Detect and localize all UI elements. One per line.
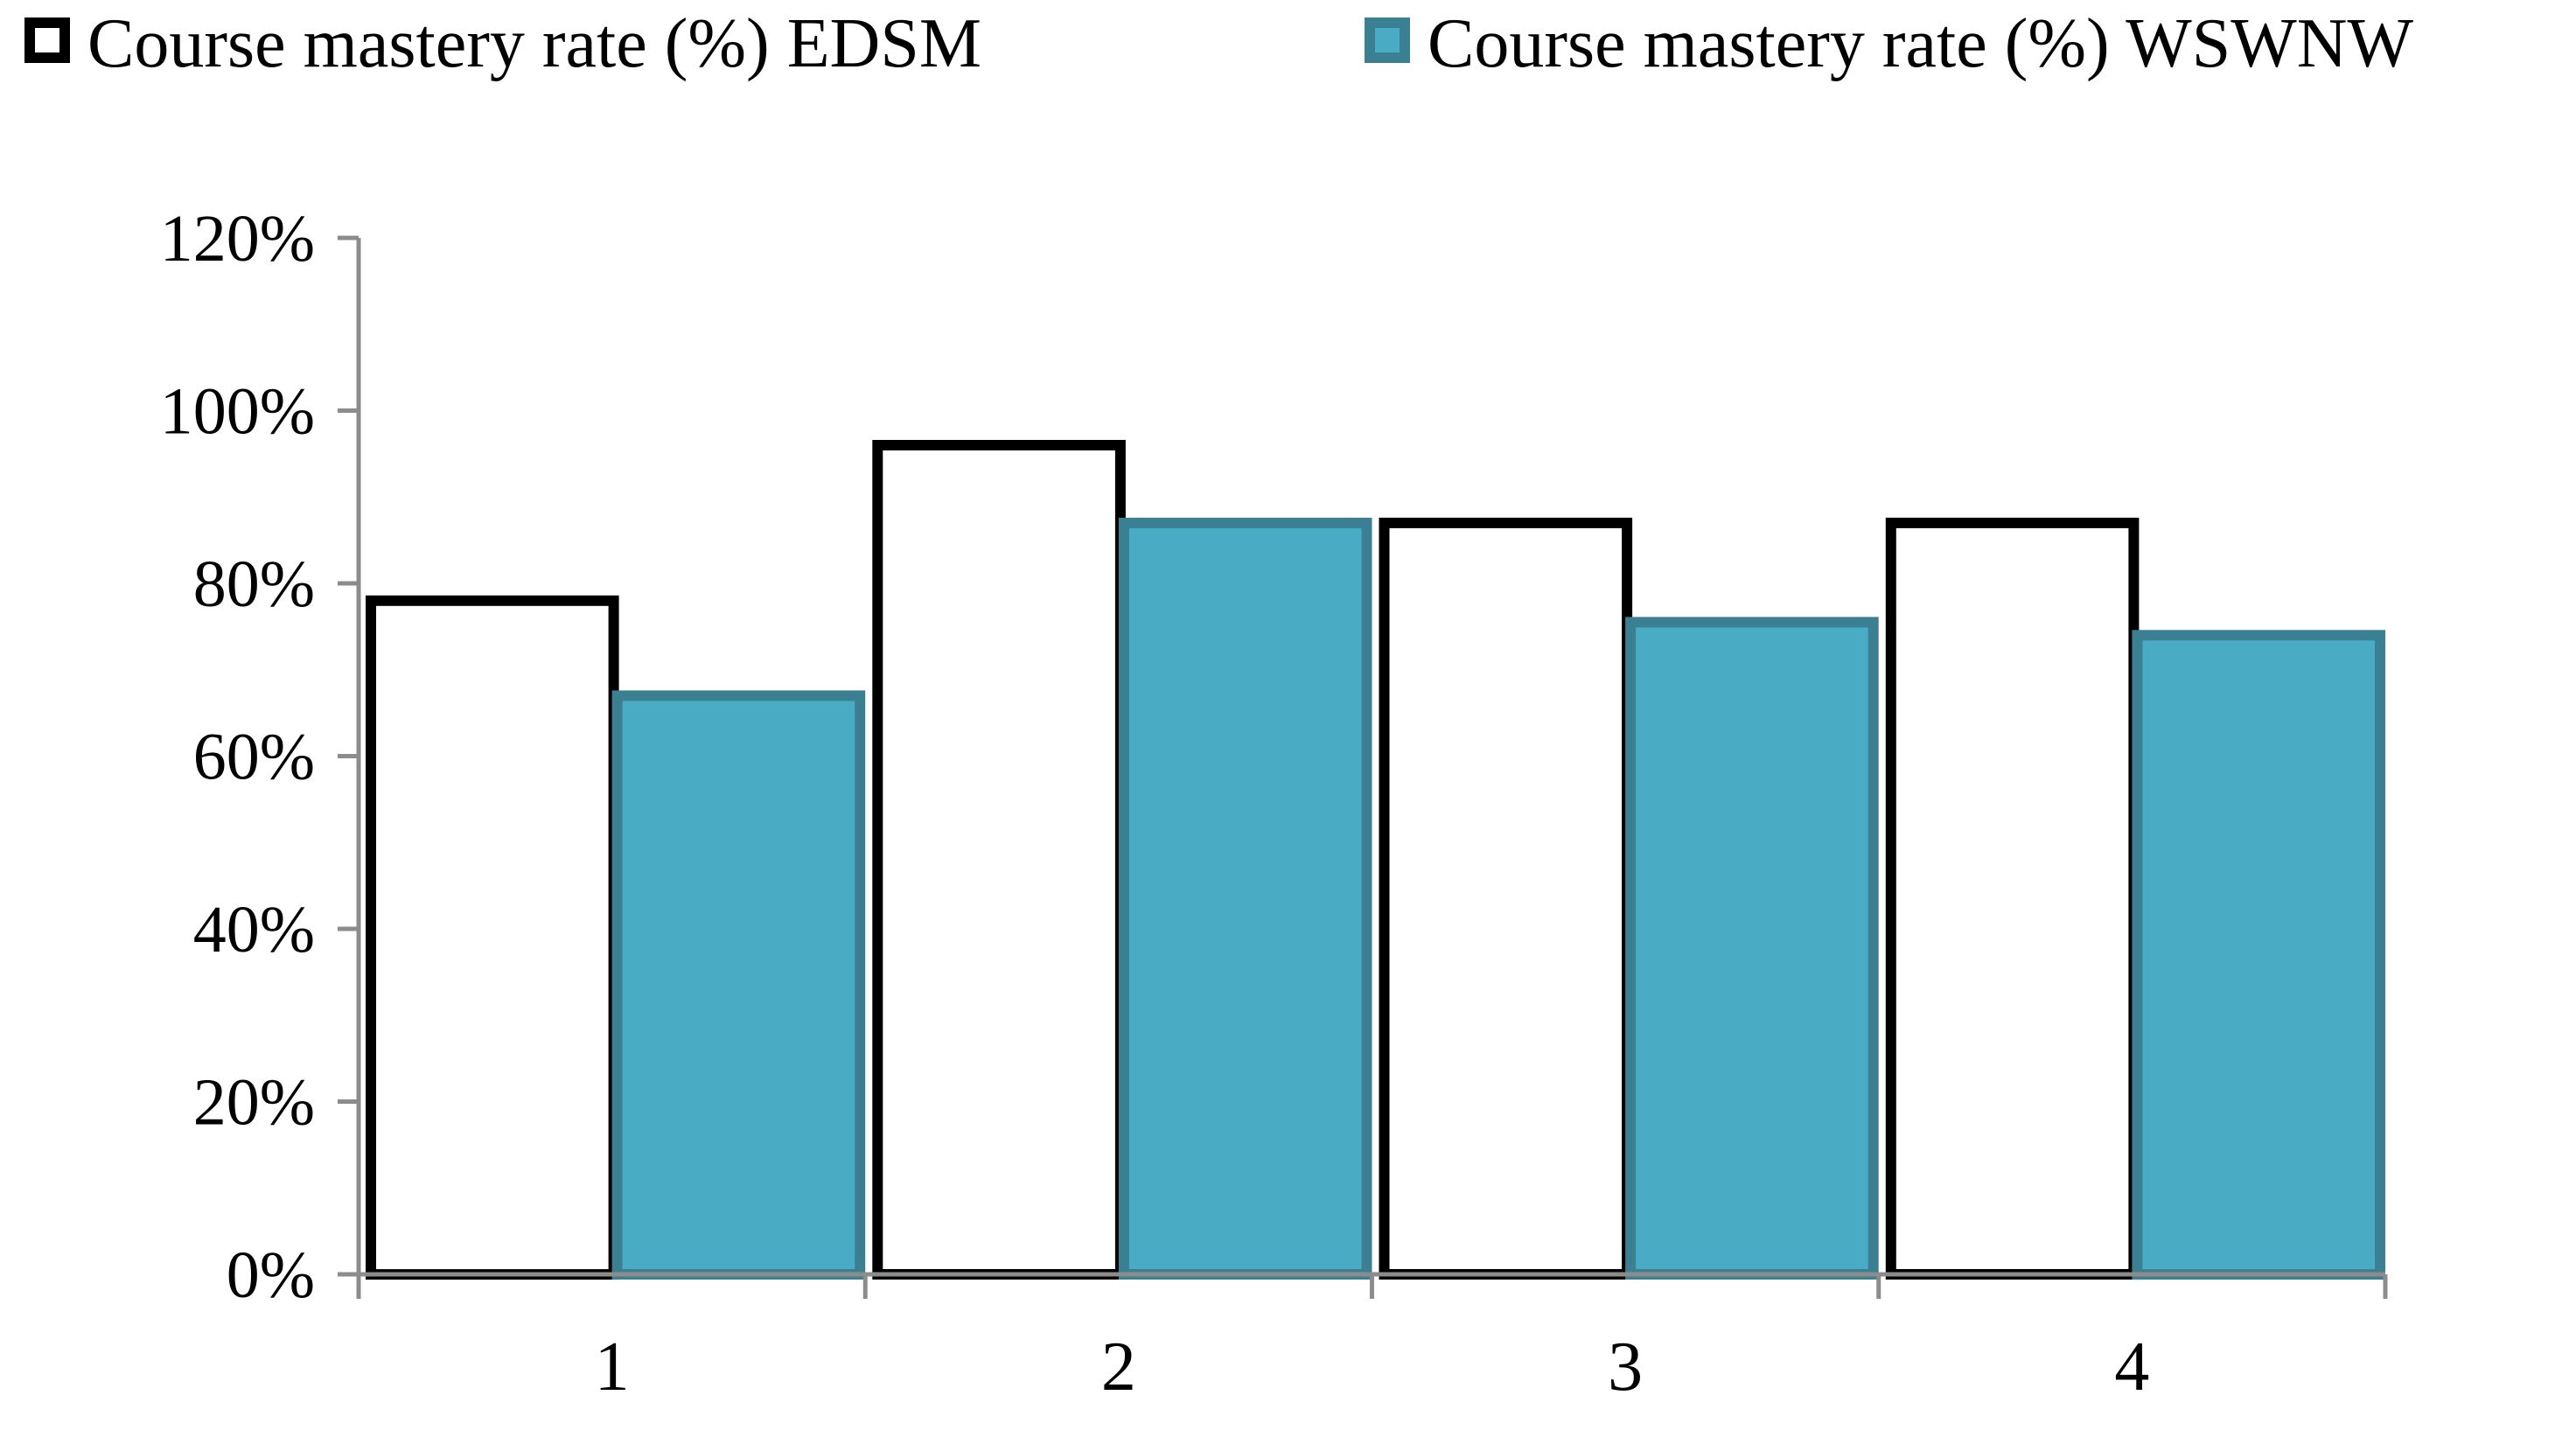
y-tick-label: 40%	[193, 893, 315, 966]
bar-wswnw-2	[1118, 517, 1372, 1280]
x-category-label: 1	[595, 1329, 630, 1406]
y-tick-label: 100%	[160, 375, 315, 449]
axes-group	[338, 235, 2388, 1299]
y-tick-label: 80%	[193, 548, 315, 621]
labels-group: 0% 20% 40% 60% 80% 100% 120% 1 2 3 4	[160, 202, 2150, 1406]
bar-wswnw-1	[611, 690, 866, 1280]
legend-label-edsm: Course mastery rate (%) EDSM	[87, 5, 981, 82]
y-tick-label: 20%	[193, 1066, 315, 1140]
x-category-label: 3	[1608, 1329, 1643, 1406]
y-tick-label: 60%	[193, 721, 315, 794]
legend: Course mastery rate (%) EDSM Course maste…	[24, 5, 2414, 82]
x-category-label: 4	[2114, 1329, 2149, 1406]
legend-swatch-wswnw	[1365, 17, 1410, 63]
bar-edsm-1	[366, 595, 619, 1280]
y-tick-label: 0%	[227, 1238, 315, 1312]
legend-swatch-edsm	[24, 17, 70, 63]
y-tick-label: 120%	[160, 202, 315, 276]
bar-edsm-3	[1379, 517, 1633, 1280]
legend-label-wswnw: Course mastery rate (%) WSWNW	[1428, 5, 2414, 82]
bar-wswnw-4	[2132, 630, 2385, 1280]
bar-edsm-2	[872, 440, 1126, 1280]
bar-edsm-4	[1885, 517, 2140, 1280]
bars-group	[366, 440, 2385, 1280]
x-category-label: 2	[1101, 1329, 1136, 1406]
bar-wswnw-3	[1625, 617, 1879, 1280]
